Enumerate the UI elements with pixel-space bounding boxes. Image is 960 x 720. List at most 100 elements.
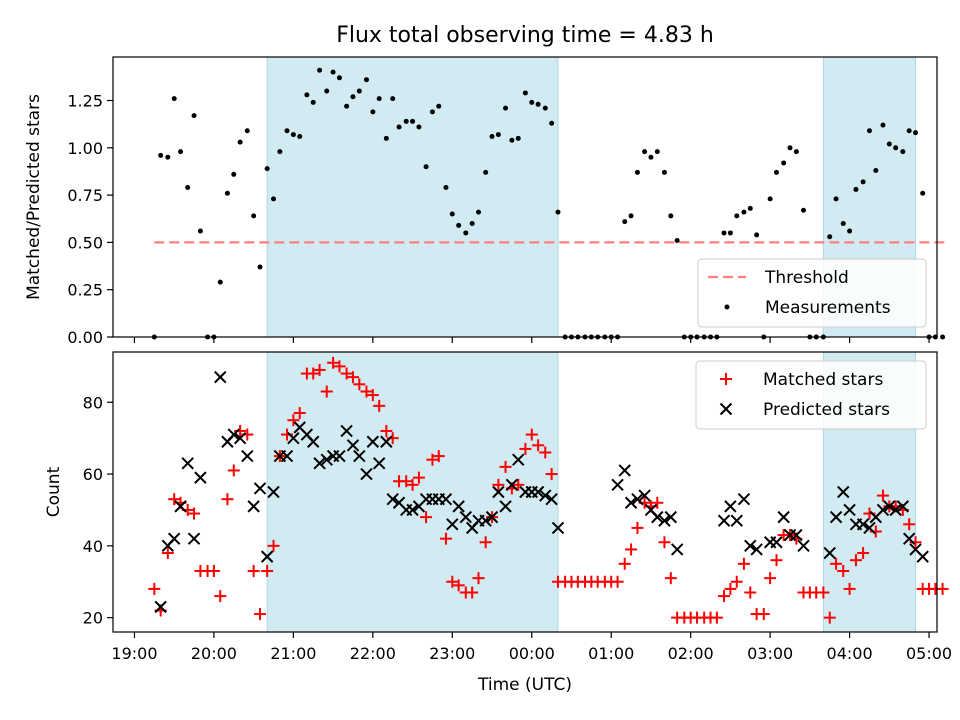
predicted-point-b <box>717 514 731 527</box>
matched-point <box>360 385 373 398</box>
matched-point <box>519 442 532 455</box>
predicted-point-b <box>843 503 856 517</box>
matched-point <box>254 608 267 621</box>
legend-matched-swatch <box>720 373 732 385</box>
bottom-legend: Matched stars Predicted stars <box>695 360 927 430</box>
matched-point <box>664 572 677 585</box>
x-axis-label: Time (UTC) <box>477 675 572 695</box>
measurement-point <box>787 145 793 151</box>
measurement-point <box>721 230 727 236</box>
measurement-point <box>237 139 243 145</box>
measurement-point <box>754 232 760 238</box>
matched-point <box>710 611 723 624</box>
matched-point <box>161 547 174 560</box>
predicted-point-b <box>664 510 678 524</box>
predicted-point-b <box>624 496 638 509</box>
matched-point <box>439 532 452 545</box>
predicted-point <box>233 431 247 445</box>
predicted-point <box>253 482 267 495</box>
matched-point <box>267 539 280 552</box>
measurement-point <box>549 120 555 126</box>
predicted-point-b <box>889 503 902 517</box>
predicted-point <box>638 489 651 502</box>
matched-point <box>618 557 631 570</box>
matched-point <box>406 478 419 491</box>
predicted-point <box>770 536 783 549</box>
measurement-point <box>489 133 495 139</box>
predicted-point-b <box>658 514 671 527</box>
matched-point <box>221 493 234 506</box>
measurement-point <box>350 94 356 100</box>
predicted-point-b <box>372 457 386 470</box>
predicted-point <box>916 550 929 563</box>
predicted-point <box>452 500 465 513</box>
measurement-point <box>376 96 382 102</box>
matched-point <box>744 586 757 599</box>
measurement-point <box>370 109 376 115</box>
matched-point <box>420 511 433 524</box>
measurement-point <box>290 132 296 138</box>
predicted-point <box>333 449 346 463</box>
matched-point <box>737 557 750 570</box>
measurement-point <box>654 149 660 155</box>
predicted-point-b <box>154 600 167 614</box>
xtick-label: 23:00 <box>429 644 475 663</box>
predicted-point <box>829 510 843 524</box>
measurement-point <box>436 103 442 109</box>
predicted-point-b <box>241 449 254 463</box>
matched-point <box>227 464 240 477</box>
predicted-point-b <box>829 510 843 524</box>
legend-matched-marker <box>720 373 732 385</box>
predicted-point-b <box>386 492 399 506</box>
matched-point <box>611 575 624 588</box>
matched-point <box>849 554 862 567</box>
matched-point <box>373 399 386 412</box>
matched-point <box>631 521 644 534</box>
predicted-point-b <box>267 485 280 499</box>
matched-point <box>207 564 220 577</box>
xtick-label: 04:00 <box>827 644 873 663</box>
measurement-point <box>363 77 369 83</box>
measurement-point <box>773 169 779 175</box>
predicted-point-b <box>446 518 459 531</box>
measurement-point <box>741 209 747 215</box>
predicted-point <box>889 503 902 517</box>
predicted-point <box>777 510 790 524</box>
top-ytick-label: 0.75 <box>67 186 103 205</box>
xtick-label: 21:00 <box>270 644 316 663</box>
predicted-point-b <box>392 496 406 509</box>
predicted-point-b <box>883 500 896 513</box>
matched-point <box>346 371 359 384</box>
measurement-point <box>522 90 528 96</box>
measurement-point <box>264 166 270 172</box>
predicted-point <box>346 439 360 452</box>
matched-point <box>446 575 459 588</box>
bottom-ytick-label: 60 <box>83 465 103 484</box>
measurement-point <box>284 128 290 134</box>
measurement-point <box>648 154 654 160</box>
predicted-point-b <box>902 532 916 545</box>
legend-measurements-label: Measurements <box>765 298 891 318</box>
matched-point <box>340 367 353 380</box>
measurement-point <box>873 168 879 174</box>
matched-point <box>214 590 227 603</box>
predicted-point-b <box>638 489 651 502</box>
measurement-point <box>781 160 787 166</box>
measurement-point <box>913 130 919 136</box>
predicted-point <box>446 518 459 531</box>
predicted-point <box>307 435 320 448</box>
predicted-point <box>724 500 737 513</box>
predicted-point-b <box>909 543 922 556</box>
predicted-point-b <box>366 435 380 448</box>
predicted-point-b <box>280 449 294 463</box>
predicted-point <box>750 543 763 556</box>
measurement-point <box>483 169 489 175</box>
matched-point <box>903 518 916 531</box>
legend-predicted-swatch <box>719 402 733 416</box>
predicted-point-b <box>837 485 850 499</box>
predicted-point-b <box>214 370 227 384</box>
legend-threshold-label: Threshold <box>764 268 849 288</box>
predicted-point-b <box>670 543 684 556</box>
predicted-point-b <box>406 503 419 517</box>
predicted-point <box>545 492 558 506</box>
